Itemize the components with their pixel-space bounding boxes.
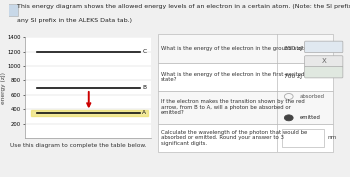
Text: What is the energy of the electron in the first excited
state?: What is the energy of the electron in th… — [161, 72, 304, 82]
FancyBboxPatch shape — [158, 91, 332, 124]
Circle shape — [284, 115, 293, 121]
FancyBboxPatch shape — [5, 4, 18, 16]
Text: C: C — [142, 49, 146, 54]
Text: Use this diagram to complete the table below.: Use this diagram to complete the table b… — [10, 143, 147, 148]
Text: nm: nm — [327, 135, 337, 141]
Y-axis label: energy (zJ): energy (zJ) — [1, 72, 6, 104]
Text: What is the energy of the electron in the ground state?: What is the energy of the electron in th… — [161, 46, 310, 51]
FancyBboxPatch shape — [158, 34, 332, 63]
FancyBboxPatch shape — [304, 66, 343, 78]
Text: X: X — [321, 58, 326, 64]
Text: any SI prefix in the ALEKS Data tab.): any SI prefix in the ALEKS Data tab.) — [17, 18, 132, 23]
Text: A: A — [142, 110, 146, 115]
FancyBboxPatch shape — [158, 63, 332, 91]
Text: 700 zJ: 700 zJ — [284, 74, 301, 79]
Text: Calculate the wavelength of the photon that would be
absorbed or emitted. Round : Calculate the wavelength of the photon t… — [161, 130, 307, 146]
Text: This energy diagram shows the allowed energy levels of an electron in a certain : This energy diagram shows the allowed en… — [17, 3, 350, 9]
FancyBboxPatch shape — [158, 124, 332, 152]
Bar — [31, 110, 148, 116]
Text: B: B — [142, 85, 146, 90]
FancyBboxPatch shape — [304, 56, 343, 67]
Text: absorbed: absorbed — [299, 94, 324, 99]
Text: If the electron makes the transition shown by the red
arrow, from B to A, will a: If the electron makes the transition sho… — [161, 99, 305, 115]
Text: emitted: emitted — [299, 115, 320, 120]
FancyBboxPatch shape — [282, 129, 324, 147]
FancyBboxPatch shape — [304, 41, 343, 53]
Text: 350 zJ: 350 zJ — [284, 46, 301, 51]
